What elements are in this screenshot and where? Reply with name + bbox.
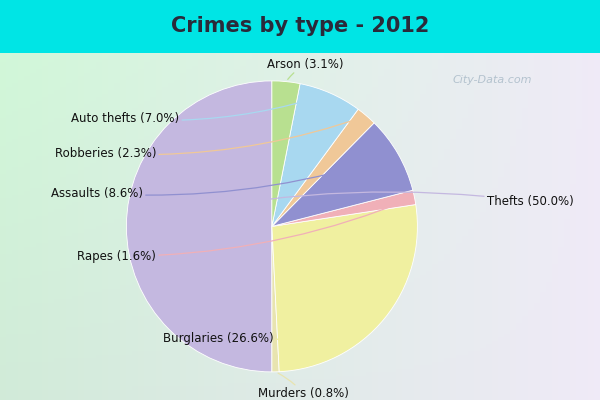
Text: Murders (0.8%): Murders (0.8%) — [258, 373, 349, 400]
Text: Assaults (8.6%): Assaults (8.6%) — [51, 155, 395, 200]
Text: Thefts (50.0%): Thefts (50.0%) — [129, 192, 574, 226]
Wedge shape — [272, 81, 300, 226]
Text: Burglaries (26.6%): Burglaries (26.6%) — [163, 319, 382, 345]
Wedge shape — [272, 84, 358, 226]
Text: Rapes (1.6%): Rapes (1.6%) — [77, 198, 412, 263]
Text: Auto thefts (7.0%): Auto thefts (7.0%) — [71, 94, 328, 126]
Wedge shape — [272, 226, 279, 372]
Wedge shape — [272, 190, 416, 226]
Wedge shape — [272, 109, 374, 226]
Text: Crimes by type - 2012: Crimes by type - 2012 — [171, 16, 429, 36]
Text: City-Data.com: City-Data.com — [452, 75, 532, 85]
Wedge shape — [127, 81, 272, 372]
Wedge shape — [272, 204, 418, 372]
Wedge shape — [272, 123, 413, 226]
Text: Robberies (2.3%): Robberies (2.3%) — [55, 117, 364, 160]
Text: Arson (3.1%): Arson (3.1%) — [267, 58, 343, 80]
